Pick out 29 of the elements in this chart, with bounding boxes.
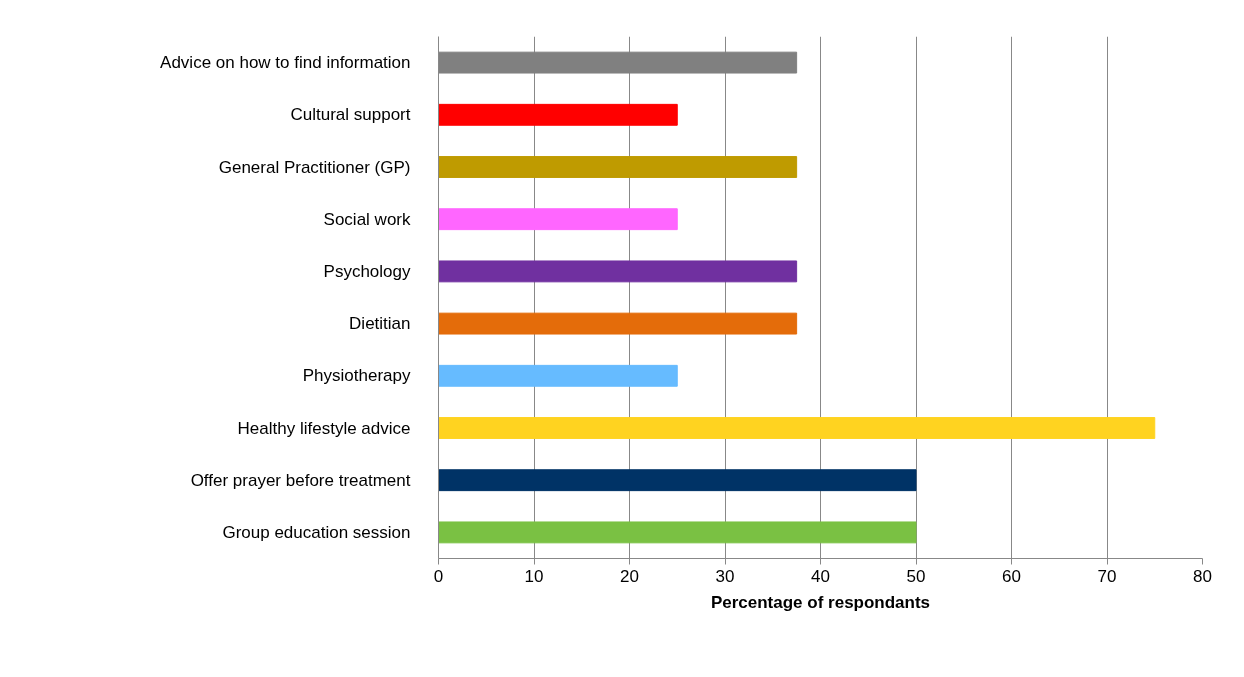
x-tick-label: 10 [524, 566, 544, 586]
y-tick-label: Offer prayer before treatment [190, 470, 411, 490]
x-tick-label: 30 [715, 566, 735, 586]
x-axis-title: Percentage of respondants [710, 592, 931, 612]
bar [438, 156, 798, 178]
y-tick-label: Psychology [323, 261, 411, 281]
y-tick-label: Group education session [222, 522, 411, 542]
bar [438, 417, 1156, 439]
bar [438, 260, 798, 283]
y-tick-label: Cultural support [290, 105, 411, 125]
x-tick-label: 40 [811, 566, 830, 586]
bar [438, 103, 678, 126]
y-tick-label: Advice on how to find information [160, 53, 411, 73]
x-tick-label: 80 [1193, 566, 1212, 586]
y-tick-label: Social work [323, 209, 411, 229]
bar [438, 312, 798, 335]
x-tick-label: 0 [433, 566, 444, 586]
bar [438, 364, 678, 387]
y-tick-label: Physiotherapy [302, 366, 411, 386]
x-tick-label: 50 [906, 566, 926, 586]
bar [438, 521, 917, 544]
x-tick-label: 70 [1097, 566, 1117, 586]
x-tick-label: 20 [620, 566, 639, 586]
x-tick-label: 60 [1002, 566, 1021, 586]
y-tick-label: General Practitioner (GP) [218, 157, 411, 177]
bar [438, 208, 678, 231]
bar [438, 469, 917, 492]
y-tick-label: Healthy lifestyle advice [237, 418, 411, 438]
y-tick-label: Dietitian [349, 314, 411, 334]
